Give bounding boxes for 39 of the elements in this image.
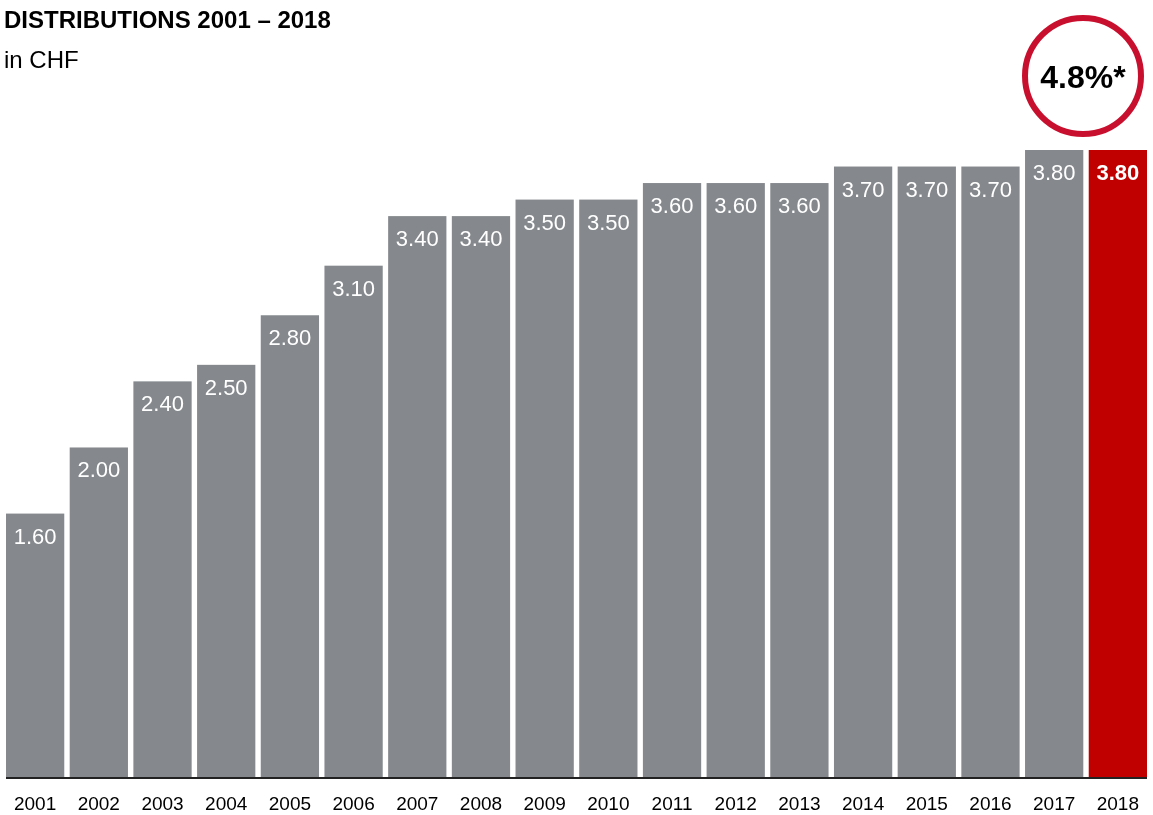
data-label: 3.10 [332,275,375,301]
data-label: 1.60 [13,523,57,549]
x-tick-label: 2014 [841,793,885,814]
x-tick-label: 2009 [523,793,566,814]
x-tick-label: 2011 [651,793,693,814]
x-tick-label: 2002 [77,793,120,814]
data-label: 3.70 [905,176,949,202]
data-label: 3.80 [1032,160,1076,185]
x-tick-label: 2005 [268,793,312,814]
x-tick-label: 2016 [969,793,1012,814]
x-tick-label: 2017 [1033,793,1076,814]
text: 4.8%* [1040,59,1127,95]
x-tick-label: 2010 [587,793,630,814]
data-label: 2.80 [268,325,312,351]
data-label: 3.40 [395,226,439,252]
data-label: 2.00 [77,457,121,483]
data-label: 3.50 [586,209,630,235]
x-tick-label: 2018 [1096,793,1139,814]
data-label: 3.40 [459,226,503,252]
x-tick-label: 2003 [141,793,184,814]
data-label: 3.80 [1096,160,1140,185]
data-label: 2.40 [141,391,184,417]
x-tick-label: 2012 [714,793,757,814]
data-label: 3.50 [523,209,567,235]
data-label: 2.50 [204,374,248,400]
data-label: 3.60 [778,193,821,219]
x-tick-label: 2013 [778,793,821,814]
x-tick-label: 2007 [396,793,439,814]
data-label: 3.70 [969,176,1012,202]
x-tick-label: 2001 [14,793,57,814]
x-tick-label: 2008 [459,793,503,814]
data-label: 3.60 [714,193,758,219]
data-label: 3.70 [841,176,885,202]
x-tick-label: 2006 [332,793,375,814]
x-tick-label: 2004 [205,793,248,814]
x-tick-label: 2015 [905,793,948,814]
chart-subtitle: in CHF [4,46,79,73]
data-label: 3.60 [650,193,694,219]
chart-title: DISTRIBUTIONS 2001 – 2018 [4,6,331,33]
